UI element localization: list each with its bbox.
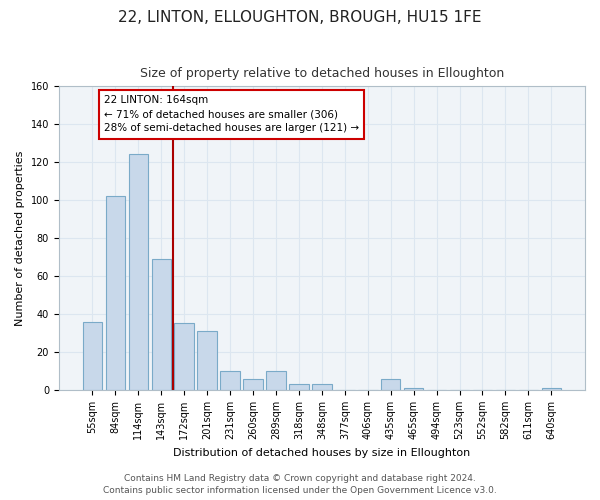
X-axis label: Distribution of detached houses by size in Elloughton: Distribution of detached houses by size … xyxy=(173,448,470,458)
Bar xyxy=(381,378,400,390)
Bar xyxy=(220,371,240,390)
Bar xyxy=(106,196,125,390)
Bar xyxy=(289,384,308,390)
Bar xyxy=(128,154,148,390)
Text: Contains HM Land Registry data © Crown copyright and database right 2024.
Contai: Contains HM Land Registry data © Crown c… xyxy=(103,474,497,495)
Bar xyxy=(542,388,561,390)
Text: 22, LINTON, ELLOUGHTON, BROUGH, HU15 1FE: 22, LINTON, ELLOUGHTON, BROUGH, HU15 1FE xyxy=(118,10,482,25)
Y-axis label: Number of detached properties: Number of detached properties xyxy=(15,150,25,326)
Bar xyxy=(404,388,424,390)
Bar xyxy=(312,384,332,390)
Title: Size of property relative to detached houses in Elloughton: Size of property relative to detached ho… xyxy=(140,68,504,80)
Bar xyxy=(83,322,102,390)
Bar xyxy=(175,324,194,390)
Bar xyxy=(244,378,263,390)
Bar xyxy=(197,331,217,390)
Bar xyxy=(266,371,286,390)
Text: 22 LINTON: 164sqm
← 71% of detached houses are smaller (306)
28% of semi-detache: 22 LINTON: 164sqm ← 71% of detached hous… xyxy=(104,96,359,134)
Bar xyxy=(152,259,171,390)
